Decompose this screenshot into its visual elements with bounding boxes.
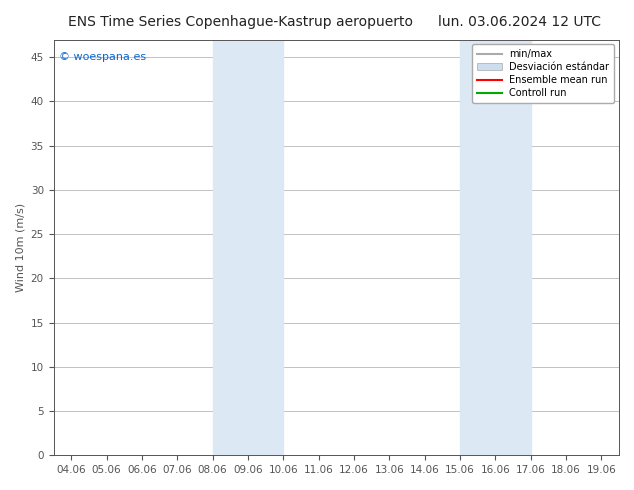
Bar xyxy=(460,40,531,455)
Y-axis label: Wind 10m (m/s): Wind 10m (m/s) xyxy=(15,203,25,292)
Legend: min/max, Desviación estándar, Ensemble mean run, Controll run: min/max, Desviación estándar, Ensemble m… xyxy=(472,45,614,103)
Text: © woespana.es: © woespana.es xyxy=(59,52,146,62)
Text: ENS Time Series Copenhague-Kastrup aeropuerto: ENS Time Series Copenhague-Kastrup aerop… xyxy=(68,15,413,29)
Text: lun. 03.06.2024 12 UTC: lun. 03.06.2024 12 UTC xyxy=(438,15,602,29)
Bar xyxy=(212,40,283,455)
